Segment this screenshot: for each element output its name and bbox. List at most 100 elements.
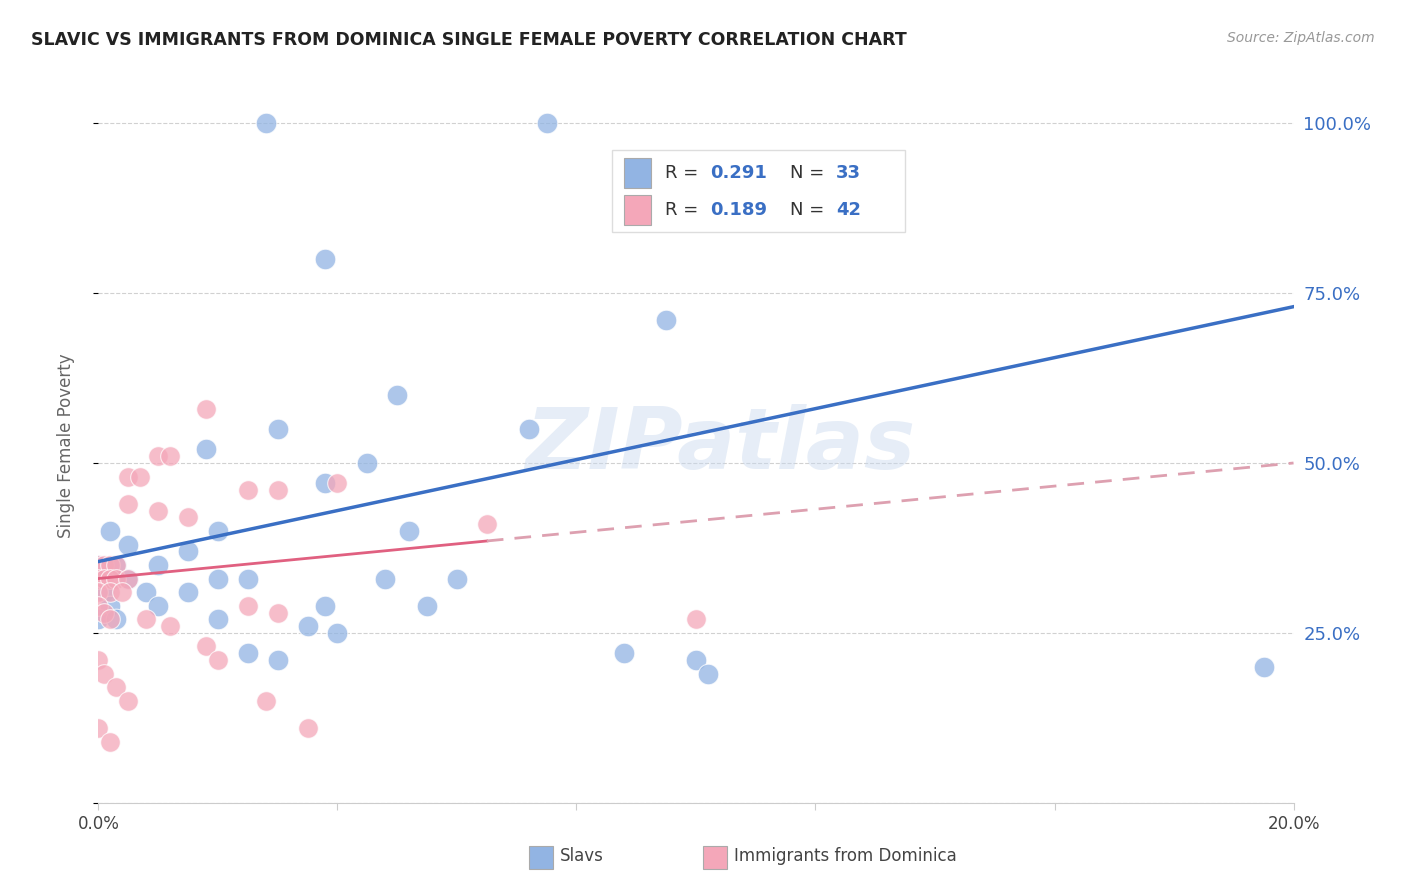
Text: N =: N = <box>790 164 831 182</box>
Point <box>326 626 349 640</box>
Text: R =: R = <box>665 164 704 182</box>
Point <box>93 666 115 681</box>
Point <box>254 116 277 130</box>
Point <box>315 599 337 613</box>
Point <box>517 422 540 436</box>
Point <box>98 585 122 599</box>
Point <box>98 612 122 626</box>
Point <box>105 558 128 572</box>
Point <box>117 497 139 511</box>
Point <box>385 388 409 402</box>
Point <box>236 599 259 613</box>
Point <box>177 544 200 558</box>
Point <box>87 572 110 586</box>
Point <box>87 653 110 667</box>
Point <box>398 524 420 538</box>
Point <box>655 313 678 327</box>
Point <box>326 476 349 491</box>
Point <box>93 558 115 572</box>
Point <box>93 606 115 620</box>
Point <box>315 252 337 266</box>
Point <box>117 572 139 586</box>
Point <box>93 585 115 599</box>
Point <box>111 585 134 599</box>
Point <box>177 585 200 599</box>
Text: SLAVIC VS IMMIGRANTS FROM DOMINICA SINGLE FEMALE POVERTY CORRELATION CHART: SLAVIC VS IMMIGRANTS FROM DOMINICA SINGL… <box>31 31 907 49</box>
Point <box>98 558 122 572</box>
Point <box>207 612 229 626</box>
Point <box>105 558 128 572</box>
Point <box>177 510 200 524</box>
Point <box>148 558 170 572</box>
Point <box>93 572 115 586</box>
Point <box>446 572 468 586</box>
Point <box>87 612 110 626</box>
Point <box>98 572 122 586</box>
Point <box>613 646 636 660</box>
Point <box>195 640 218 654</box>
Point <box>267 422 290 436</box>
Point <box>254 694 277 708</box>
Point <box>195 401 218 416</box>
Text: 0.291: 0.291 <box>710 164 768 182</box>
Point <box>105 572 128 586</box>
Point <box>98 599 122 613</box>
Point <box>105 680 128 694</box>
Point <box>129 469 152 483</box>
Point <box>159 619 181 633</box>
Point <box>207 524 229 538</box>
Point <box>356 456 378 470</box>
Text: Slavs: Slavs <box>560 847 603 865</box>
Point <box>416 599 439 613</box>
Point <box>475 517 498 532</box>
Text: 33: 33 <box>835 164 860 182</box>
Bar <box>624 159 651 188</box>
Text: 42: 42 <box>835 201 860 219</box>
Point <box>87 721 110 735</box>
Point <box>297 721 319 735</box>
Point <box>117 537 139 551</box>
FancyBboxPatch shape <box>613 150 905 232</box>
Point <box>236 572 259 586</box>
Point <box>159 449 181 463</box>
Point <box>135 612 157 626</box>
Point <box>315 476 337 491</box>
Point <box>87 558 110 572</box>
Point <box>297 619 319 633</box>
Point <box>87 599 110 613</box>
Point <box>536 116 558 130</box>
Point <box>117 572 139 586</box>
Point <box>148 449 170 463</box>
Y-axis label: Single Female Poverty: Single Female Poverty <box>56 354 75 538</box>
Text: ZIPatlas: ZIPatlas <box>524 404 915 488</box>
Point <box>117 694 139 708</box>
Bar <box>703 847 727 869</box>
Point <box>105 612 128 626</box>
Point <box>697 666 720 681</box>
Point <box>98 734 122 748</box>
Bar <box>529 847 553 869</box>
Bar <box>624 194 651 225</box>
Point <box>117 469 139 483</box>
Point <box>207 653 229 667</box>
Point <box>135 585 157 599</box>
Point <box>374 572 396 586</box>
Point <box>267 653 290 667</box>
Point <box>87 558 110 572</box>
Point <box>87 585 110 599</box>
Point <box>148 599 170 613</box>
Text: R =: R = <box>665 201 704 219</box>
Point <box>1253 660 1275 674</box>
Point <box>267 483 290 498</box>
Point <box>195 442 218 457</box>
Point <box>236 483 259 498</box>
Point <box>267 606 290 620</box>
Point <box>685 612 707 626</box>
Point <box>236 646 259 660</box>
Point <box>98 524 122 538</box>
Point <box>685 653 707 667</box>
Text: 0.189: 0.189 <box>710 201 768 219</box>
Text: Source: ZipAtlas.com: Source: ZipAtlas.com <box>1227 31 1375 45</box>
Text: N =: N = <box>790 201 831 219</box>
Text: Immigrants from Dominica: Immigrants from Dominica <box>734 847 957 865</box>
